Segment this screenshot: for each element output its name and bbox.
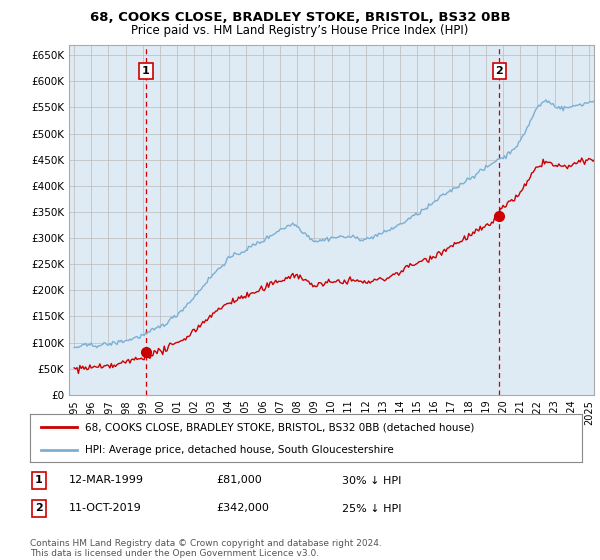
- Text: 11-OCT-2019: 11-OCT-2019: [69, 503, 142, 514]
- Text: 68, COOKS CLOSE, BRADLEY STOKE, BRISTOL, BS32 0BB: 68, COOKS CLOSE, BRADLEY STOKE, BRISTOL,…: [89, 11, 511, 24]
- Text: 68, COOKS CLOSE, BRADLEY STOKE, BRISTOL, BS32 0BB (detached house): 68, COOKS CLOSE, BRADLEY STOKE, BRISTOL,…: [85, 422, 475, 432]
- Text: HPI: Average price, detached house, South Gloucestershire: HPI: Average price, detached house, Sout…: [85, 445, 394, 455]
- Text: 2: 2: [496, 66, 503, 76]
- Text: £342,000: £342,000: [216, 503, 269, 514]
- Text: Contains HM Land Registry data © Crown copyright and database right 2024.
This d: Contains HM Land Registry data © Crown c…: [30, 539, 382, 558]
- Text: £81,000: £81,000: [216, 475, 262, 486]
- Text: 2: 2: [35, 503, 43, 514]
- Text: 12-MAR-1999: 12-MAR-1999: [69, 475, 144, 486]
- Text: Price paid vs. HM Land Registry’s House Price Index (HPI): Price paid vs. HM Land Registry’s House …: [131, 24, 469, 36]
- Text: 1: 1: [35, 475, 43, 486]
- Text: 30% ↓ HPI: 30% ↓ HPI: [342, 475, 401, 486]
- Text: 25% ↓ HPI: 25% ↓ HPI: [342, 503, 401, 514]
- Text: 1: 1: [142, 66, 150, 76]
